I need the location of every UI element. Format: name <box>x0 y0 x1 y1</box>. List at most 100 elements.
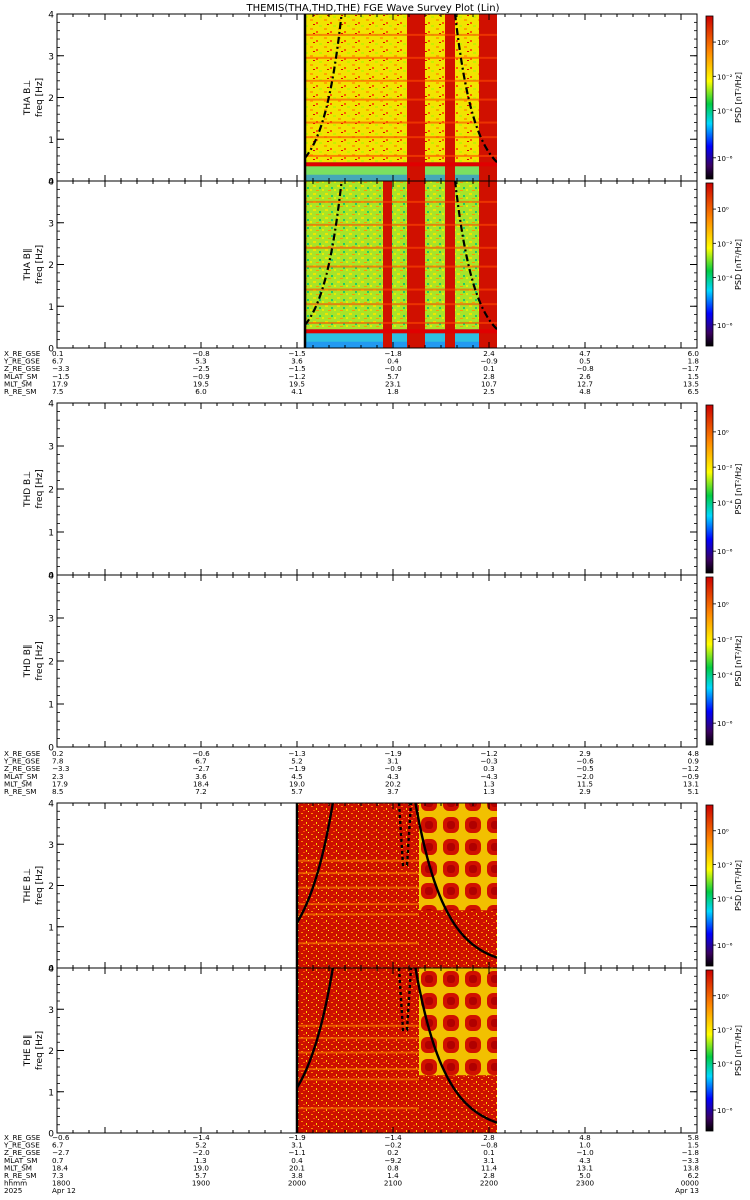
burst-column <box>407 14 425 181</box>
ephemeris-label: R_RE_SM <box>4 787 36 796</box>
ephemeris-value: 0.5 <box>579 357 590 366</box>
harmonic-line <box>297 1078 419 1081</box>
panel-ylabel: THE B∥ <box>23 1035 33 1068</box>
panel-ylabel: THA B⊥ <box>23 80 33 116</box>
ephemeris-value: 0.1 <box>52 349 63 358</box>
y-tick-label: 2 <box>48 882 54 892</box>
ephemeris-value: 19.0 <box>289 779 305 788</box>
colorbar-label: PSD [nT²/Hz] <box>734 239 743 290</box>
panel-frame <box>56 574 698 748</box>
ephemeris-label: MLAT_SM <box>4 1156 37 1165</box>
ephemeris-value: 0.4 <box>387 357 399 366</box>
harmonic-line <box>297 1051 419 1054</box>
ephemeris-value: −2.7 <box>192 764 209 773</box>
ephemeris-value: −2.0 <box>192 1148 210 1157</box>
harmonic-line <box>305 321 497 324</box>
ephemeris-value: 8.5 <box>52 787 63 796</box>
y-tick-label: 0 <box>48 178 54 188</box>
cutoff-curve-left <box>305 181 343 326</box>
spectrogram-the-bpar <box>297 968 497 1133</box>
ephemeris-value: 2300 <box>576 1179 595 1188</box>
spectrogram-tha-bpar <box>305 181 497 348</box>
colorbar-tick-label: 10⁰ <box>717 39 729 47</box>
ephemeris-value: −1.8 <box>384 349 402 358</box>
ephemeris-value: 19.0 <box>193 1163 209 1172</box>
ephemeris-value: 2.6 <box>579 372 591 381</box>
ephemeris-value: −1.4 <box>192 1133 210 1142</box>
ephemeris-value: −0.5 <box>576 764 593 773</box>
harmonic-line <box>305 303 497 306</box>
ephemeris-value: −2.5 <box>192 364 209 373</box>
harmonic-line <box>305 98 497 101</box>
ephemeris-value: 4.3 <box>387 772 398 781</box>
harmonic-line <box>305 33 497 36</box>
ephemeris-value: 6.2 <box>688 1171 699 1180</box>
burst-column <box>383 181 392 348</box>
ephemeris-label: Y_RE_GSE <box>3 1141 40 1150</box>
harmonic-line <box>305 265 497 268</box>
ephemeris-label: X_RE_GSE <box>4 1133 41 1142</box>
ephemeris-value: 1.3 <box>483 787 494 796</box>
ephemeris-value: −0.8 <box>480 1141 498 1150</box>
ephemeris-value: 0.9 <box>688 757 700 766</box>
colorbar-tick-label: 10⁰ <box>717 828 729 836</box>
ephemeris-value: 4.8 <box>579 1133 591 1142</box>
ephemeris-value: 11.5 <box>577 779 593 788</box>
ephemeris-value: 3.8 <box>291 1171 303 1180</box>
ephemeris-value: 1900 <box>192 1179 211 1188</box>
ephemeris-value: −0.9 <box>682 772 700 781</box>
ephemeris-value: 5.1 <box>688 787 699 796</box>
ephemeris-label: 2025 <box>4 1186 22 1195</box>
ephemeris-value: −1.9 <box>288 764 306 773</box>
ephemeris-value: 19.5 <box>193 379 209 388</box>
harmonic-line <box>305 223 497 226</box>
ephemeris-value: 0.3 <box>483 764 494 773</box>
ephemeris-value: −0.8 <box>192 349 210 358</box>
lattice-region <box>419 803 497 911</box>
panel-the-bl: 0 1 2 3 4 THE B⊥ freq [Hz] 10⁰ 10⁻² 10⁻⁴ 10⁻⁶ PSD [… <box>23 800 743 975</box>
ephemeris-value: 0000 <box>681 1179 700 1188</box>
ephemeris-label: MLT_SM <box>4 1163 32 1172</box>
ephemeris-value: 20.2 <box>385 779 401 788</box>
colorbar <box>705 404 714 574</box>
ephemeris-value: 1.8 <box>688 357 700 366</box>
low-freq-band <box>305 174 497 181</box>
panel-ylabel: THD B∥ <box>23 645 33 679</box>
y-tick-label: 3 <box>48 443 54 453</box>
cutoff-curve-center <box>397 803 413 867</box>
harmonic-line <box>305 154 497 157</box>
ephemeris-value: −1.2 <box>682 764 699 773</box>
y-tick-label: 2 <box>48 658 54 668</box>
ephemeris-value: 0.1 <box>483 1148 494 1157</box>
ephemeris-value: 2.5 <box>483 387 494 396</box>
colorbar-tick-label: 10⁻⁴ <box>717 108 733 116</box>
colorbar <box>705 576 714 746</box>
ephemeris-value: 5.0 <box>579 1171 591 1180</box>
harmonic-line <box>297 1107 419 1110</box>
harmonic-line <box>297 1068 419 1071</box>
ephemeris-value: 4.7 <box>579 349 590 358</box>
ephemeris-value: 19.5 <box>289 379 305 388</box>
ephemeris-value: 1800 <box>52 1179 71 1188</box>
ephemeris-value: 5.2 <box>195 1141 206 1150</box>
ephemeris-value: 4.5 <box>291 772 302 781</box>
ephemeris-value: 2.8 <box>483 1171 495 1180</box>
y-tick-label: 4 <box>48 11 54 21</box>
ephemeris-tha: X_RE_GSE 0.1 −0.8 −1.5 −1.8 2.4 4.7 6.0 Y_RE_GSE… <box>3 349 699 396</box>
y-tick-label: 1 <box>48 701 54 711</box>
ephemeris-value: −3.3 <box>52 364 69 373</box>
harmonic-line <box>297 886 419 889</box>
spectrogram-fill <box>305 14 497 181</box>
ephemeris-value: 18.4 <box>52 1163 68 1172</box>
colorbar <box>705 969 714 1132</box>
ephemeris-value: −1.0 <box>576 1148 594 1157</box>
ephemeris-value: −1.9 <box>288 1133 306 1142</box>
spectrogram-tha-bl <box>305 14 497 181</box>
y-tick-label: 3 <box>48 52 54 62</box>
colorbar-tick-label: 10⁻² <box>717 636 733 644</box>
cutoff-curve-left <box>297 968 335 1089</box>
ephemeris-value: 2.9 <box>579 787 591 796</box>
harmonic-line <box>305 79 497 82</box>
ephemeris-value: 2.8 <box>483 372 495 381</box>
